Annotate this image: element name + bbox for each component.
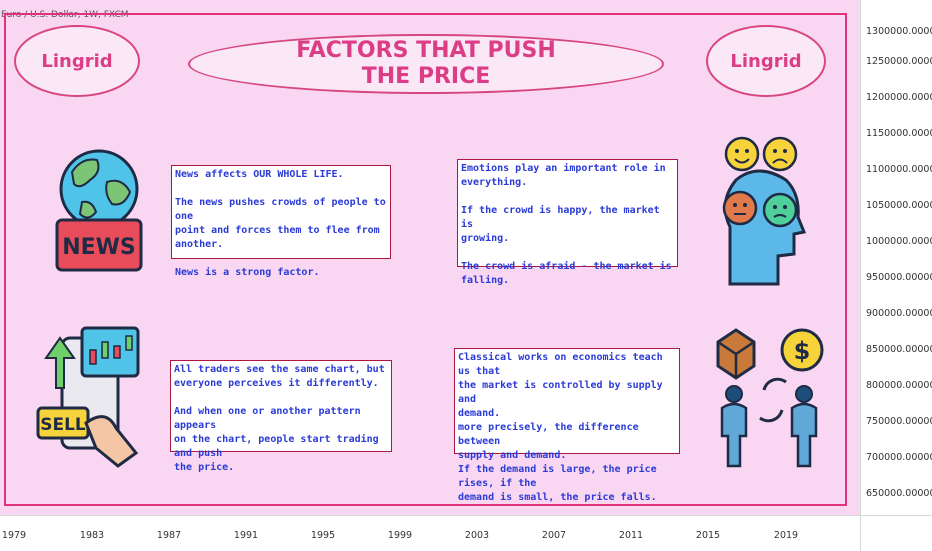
price-axis[interactable]: 1300000.00000 1250000.00000 1200000.0000…: [860, 0, 932, 515]
news-icon-text: NEWS: [62, 235, 136, 260]
price-tick: 700000.00000: [866, 452, 932, 463]
right-badge: Lingrid: [706, 25, 826, 97]
title-ellipse: FACTORS THAT PUSH THE PRICE: [188, 34, 664, 94]
price-tick: 900000.00000: [866, 308, 932, 319]
time-tick: 1979: [1, 530, 27, 541]
sell-icon-text: SELL: [40, 415, 86, 435]
economics-text-1: Classical works on economics teach us th…: [458, 352, 663, 419]
price-tick: 800000.00000: [866, 380, 932, 391]
price-tick: 1250000.00000: [866, 56, 932, 67]
frame-rectangle: [4, 13, 847, 506]
time-tick: 2007: [541, 530, 567, 541]
supply-demand-icon: $: [716, 328, 824, 468]
chart-text-1: All traders see the same chart, but ever…: [174, 364, 385, 389]
time-tick: 2015: [695, 530, 721, 541]
price-tick: 850000.00000: [866, 344, 932, 355]
price-tick: 750000.00000: [866, 416, 932, 427]
chart-text-box: All traders see the same chart, but ever…: [170, 360, 392, 473]
time-tick: 2019: [773, 530, 799, 541]
economics-text-3: If the demand is large, the price rises,…: [458, 464, 657, 503]
price-tick: 1200000.00000: [866, 92, 932, 103]
emotions-text-2: If the crowd is happy, the market is gro…: [461, 205, 660, 244]
emotions-text-box: Emotions play an important role in every…: [457, 159, 678, 286]
price-tick: 950000.00000: [866, 272, 932, 283]
time-tick: 1983: [79, 530, 105, 541]
emotions-head-icon: [722, 136, 807, 286]
symbol-label: Euro / U.S. Dollar, 1W, FXCM: [1, 10, 129, 20]
time-tick: 1991: [233, 530, 259, 541]
price-tick: 1100000.00000: [866, 164, 932, 175]
time-tick: 2011: [618, 530, 644, 541]
right-badge-label: Lingrid: [730, 50, 802, 72]
left-badge: Lingrid: [14, 25, 140, 97]
emotions-text-1: Emotions play an important role in every…: [461, 163, 666, 188]
news-text-box: News affects OUR WHOLE LIFE. The news pu…: [171, 165, 391, 278]
price-tick: 1000000.00000: [866, 236, 932, 247]
price-tick: 1300000.00000: [866, 26, 932, 37]
sell-phone-icon: SELL: [36, 326, 140, 468]
news-text-3: News is a strong factor.: [175, 267, 320, 278]
news-globe-icon: NEWS: [55, 149, 143, 272]
price-tick: 650000.00000: [866, 488, 932, 499]
economics-text-box: Classical works on economics teach us th…: [454, 348, 680, 503]
left-badge-label: Lingrid: [41, 50, 113, 72]
time-axis[interactable]: 1979 1983 1987 1991 1995 1999 2003 2007 …: [0, 515, 860, 551]
economics-text-2: more precisely, the difference between s…: [458, 422, 639, 461]
news-text-2: The news pushes crowds of people to one …: [175, 197, 386, 250]
axis-corner: [860, 515, 932, 551]
title-line-2: THE PRICE: [361, 64, 491, 89]
price-tick: 1050000.00000: [866, 200, 932, 211]
svg-text:$: $: [794, 337, 811, 365]
time-tick: 2003: [464, 530, 490, 541]
time-tick: 1995: [310, 530, 336, 541]
emotions-text-3: The crowd is afraid - the market is fall…: [461, 261, 672, 286]
news-text-1: News affects OUR WHOLE LIFE.: [175, 169, 344, 180]
time-tick: 1999: [387, 530, 413, 541]
chart-canvas[interactable]: Euro / U.S. Dollar, 1W, FXCM Lingrid FAC…: [0, 0, 860, 515]
price-tick: 1150000.00000: [866, 128, 932, 139]
time-tick: 1987: [156, 530, 182, 541]
chart-text-2: And when one or another pattern appears …: [174, 406, 379, 473]
title-line-1: FACTORS THAT PUSH: [296, 38, 556, 63]
